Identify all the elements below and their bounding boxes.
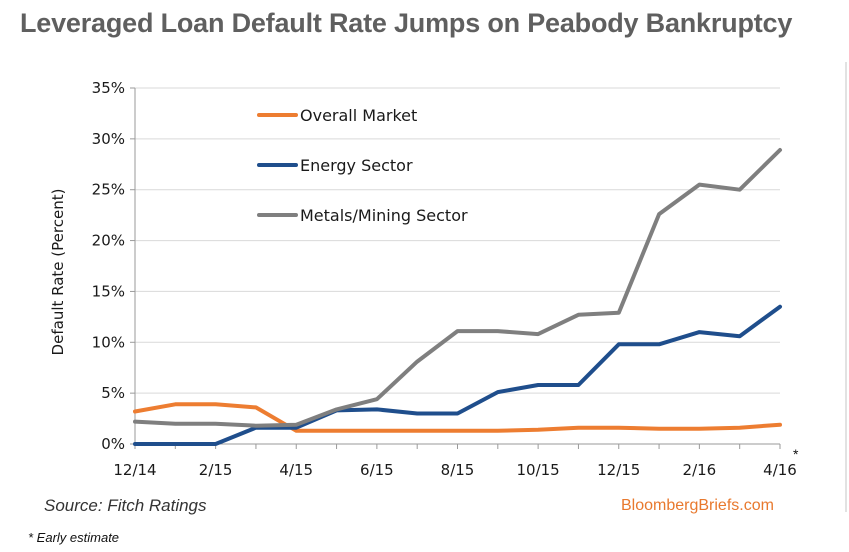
y-tick-label: 5% <box>101 384 125 402</box>
footnote: * Early estimate <box>28 530 120 545</box>
y-tick-label: 10% <box>92 333 125 351</box>
x-tick-label: 6/15 <box>360 461 394 479</box>
x-tick-label: 4/15 <box>279 461 313 479</box>
source-note: Source: Fitch Ratings <box>44 496 207 515</box>
y-axis-ticks: 0% 5% 10% 15% 20% 25% 30% 35% <box>92 79 135 453</box>
x-tick-label: 4/16 <box>763 461 797 479</box>
legend-label-overall-market: Overall Market <box>300 106 417 125</box>
x-tick-label: 10/15 <box>517 461 560 479</box>
early-estimate-marker: * <box>793 446 799 462</box>
series-lines <box>133 148 782 446</box>
axes <box>134 88 780 445</box>
x-tick-label: 2/15 <box>199 461 233 479</box>
y-tick-label: 30% <box>92 130 125 148</box>
y-tick-label: 35% <box>92 79 125 97</box>
chart-title: Leveraged Loan Default Rate Jumps on Pea… <box>20 8 793 38</box>
y-axis-label: Default Rate (Percent) <box>49 189 67 356</box>
gridlines <box>135 87 780 394</box>
series-line-metals-mining-sector <box>133 148 782 428</box>
x-tick-label: 8/15 <box>441 461 475 479</box>
series-line-energy-sector <box>133 304 782 446</box>
x-axis-ticks: 12/14 2/15 4/15 6/15 8/15 10/15 12/15 2/16 4/16 <box>113 444 797 479</box>
x-tick-label: 12/15 <box>597 461 640 479</box>
legend-label-metals-mining-sector: Metals/Mining Sector <box>300 206 468 225</box>
legend: Overall Market Energy Sector Metals/Mining… <box>257 106 468 225</box>
y-tick-label: 15% <box>92 282 125 300</box>
series-line-overall-market <box>133 402 782 433</box>
y-tick-label: 0% <box>101 435 125 453</box>
x-tick-label: 2/16 <box>683 461 717 479</box>
y-tick-label: 20% <box>92 232 125 250</box>
line-chart: 0% 5% 10% 15% 20% 25% 30% 35% 12/14 2/15 4/15 6/15… <box>49 79 797 479</box>
brand-link[interactable]: BloombergBriefs.com <box>621 497 774 514</box>
x-tick-label: 12/14 <box>113 461 156 479</box>
legend-label-energy-sector: Energy Sector <box>300 156 413 175</box>
y-tick-label: 25% <box>92 181 125 199</box>
frame-divider <box>845 62 847 512</box>
